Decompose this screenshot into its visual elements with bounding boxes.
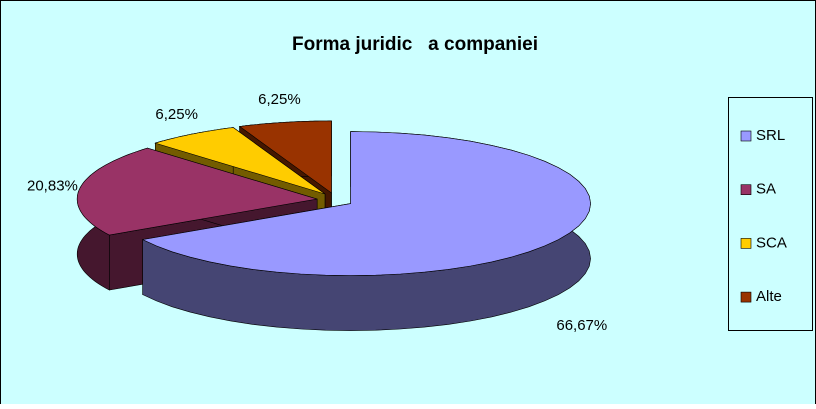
data-label: 6,25% bbox=[155, 106, 198, 123]
slice bbox=[238, 120, 332, 194]
legend-swatch bbox=[740, 238, 752, 249]
data-label: 6,25% bbox=[258, 91, 301, 108]
legend-label: SRL bbox=[756, 127, 785, 144]
legend-label: Alte bbox=[756, 288, 782, 305]
slice bbox=[154, 127, 326, 195]
legend-swatch bbox=[740, 184, 752, 195]
legend-swatch bbox=[740, 130, 752, 142]
slice bbox=[141, 131, 591, 276]
legend-label: SCA bbox=[756, 234, 787, 251]
data-label: 66,67% bbox=[556, 317, 607, 334]
chart-title: Forma juridic a companiei bbox=[292, 34, 538, 55]
slice bbox=[76, 147, 318, 236]
legend-label: SA bbox=[756, 181, 776, 198]
legend-swatch bbox=[740, 291, 752, 303]
data-label: 20,83% bbox=[27, 178, 78, 195]
